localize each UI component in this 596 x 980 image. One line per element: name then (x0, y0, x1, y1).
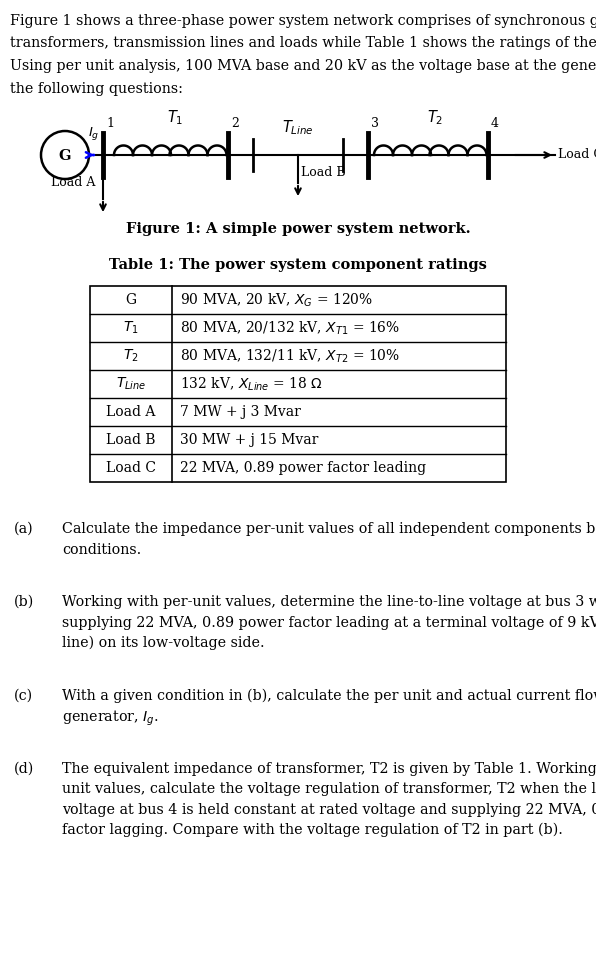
Text: conditions.: conditions. (62, 543, 141, 557)
Text: 80 MVA, 20/132 kV, $X_{T1}$ = 16%: 80 MVA, 20/132 kV, $X_{T1}$ = 16% (180, 319, 400, 337)
Text: Load A: Load A (106, 405, 156, 419)
Text: 22 MVA, 0.89 power factor leading: 22 MVA, 0.89 power factor leading (180, 461, 426, 475)
Text: $T_1$: $T_1$ (123, 319, 139, 336)
Text: 132 kV, $X_{Line}$ = 18 $\Omega$: 132 kV, $X_{Line}$ = 18 $\Omega$ (180, 375, 323, 393)
Text: factor lagging. Compare with the voltage regulation of T2 in part (b).: factor lagging. Compare with the voltage… (62, 823, 563, 837)
Text: unit values, calculate the voltage regulation of transformer, T2 when the line-t: unit values, calculate the voltage regul… (62, 782, 596, 796)
Text: 3: 3 (371, 117, 379, 130)
Text: Load C: Load C (558, 149, 596, 162)
Text: Load B: Load B (106, 433, 156, 447)
Text: Figure 1: A simple power system network.: Figure 1: A simple power system network. (126, 222, 470, 236)
Text: 7 MW + j 3 Mvar: 7 MW + j 3 Mvar (180, 405, 301, 419)
Bar (90, 286, 506, 482)
Text: 2: 2 (231, 117, 239, 130)
Text: G: G (59, 149, 72, 163)
Text: 4: 4 (491, 117, 499, 130)
Text: Figure 1 shows a three-phase power system network comprises of synchronous gener: Figure 1 shows a three-phase power syste… (10, 14, 596, 28)
Text: 1: 1 (106, 117, 114, 130)
Text: the following questions:: the following questions: (10, 81, 183, 95)
Text: supplying 22 MVA, 0.89 power factor leading at a terminal voltage of 9 kV (line-: supplying 22 MVA, 0.89 power factor lead… (62, 615, 596, 630)
Text: Load B: Load B (301, 167, 346, 179)
Text: $T_2$: $T_2$ (427, 109, 443, 127)
Text: $T_{Line}$: $T_{Line}$ (116, 375, 146, 392)
Text: (b): (b) (14, 595, 34, 609)
Text: With a given condition in (b), calculate the per unit and actual current flow fr: With a given condition in (b), calculate… (62, 689, 596, 703)
Text: 90 MVA, 20 kV, $X_G$ = 120%: 90 MVA, 20 kV, $X_G$ = 120% (180, 291, 373, 309)
Text: $I_g$: $I_g$ (88, 125, 100, 142)
Text: G: G (125, 293, 136, 307)
Text: Load A: Load A (51, 175, 95, 188)
Text: Table 1: The power system component ratings: Table 1: The power system component rati… (109, 258, 487, 272)
Text: Load C: Load C (106, 461, 156, 475)
Text: (a): (a) (14, 522, 33, 536)
Text: $T_1$: $T_1$ (167, 109, 183, 127)
Text: transformers, transmission lines and loads while Table 1 shows the ratings of th: transformers, transmission lines and loa… (10, 36, 596, 51)
Text: line) on its low-voltage side.: line) on its low-voltage side. (62, 636, 265, 651)
Text: The equivalent impedance of transformer, T2 is given by Table 1. Working with pe: The equivalent impedance of transformer,… (62, 761, 596, 775)
Text: Using per unit analysis, 100 MVA base and 20 kV as the voltage base at the gener: Using per unit analysis, 100 MVA base an… (10, 59, 596, 73)
Text: 30 MW + j 15 Mvar: 30 MW + j 15 Mvar (180, 433, 318, 447)
Text: generator, $I_g$.: generator, $I_g$. (62, 709, 159, 728)
Text: (d): (d) (14, 761, 34, 775)
Text: $T_{Line}$: $T_{Line}$ (282, 119, 314, 137)
Text: 80 MVA, 132/11 kV, $X_{T2}$ = 10%: 80 MVA, 132/11 kV, $X_{T2}$ = 10% (180, 347, 400, 365)
Text: (c): (c) (14, 689, 33, 703)
Text: Working with per-unit values, determine the line-to-line voltage at bus 3 when T: Working with per-unit values, determine … (62, 595, 596, 609)
Text: Calculate the impedance per-unit values of all independent components based on g: Calculate the impedance per-unit values … (62, 522, 596, 536)
Text: voltage at bus 4 is held constant at rated voltage and supplying 22 MVA, 0.89 po: voltage at bus 4 is held constant at rat… (62, 803, 596, 816)
Text: $T_2$: $T_2$ (123, 348, 139, 365)
